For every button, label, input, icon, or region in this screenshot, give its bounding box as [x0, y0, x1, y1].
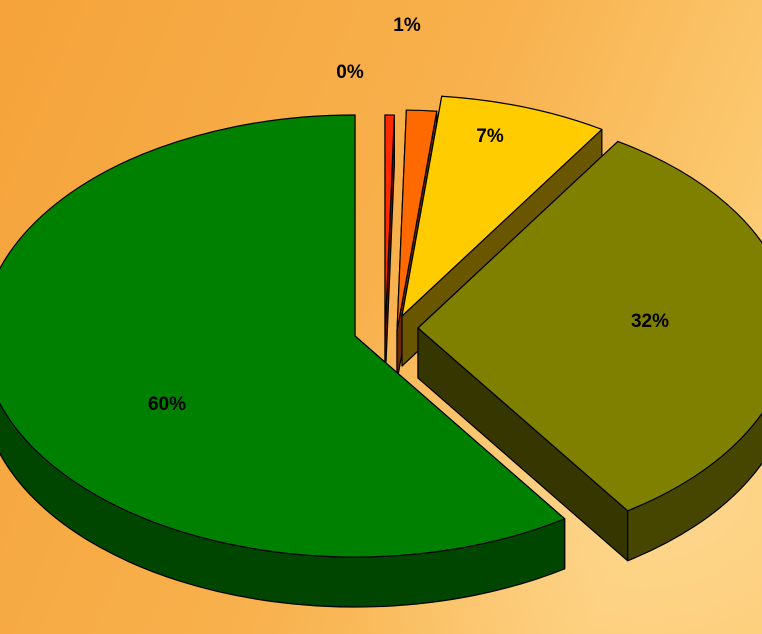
slice-top-4	[0, 114, 566, 558]
pie-labels: 0% 1% 7% 32% 60%	[148, 15, 669, 415]
slice-label-0: 0%	[336, 62, 364, 83]
slice-rim-3-0	[627, 412, 762, 562]
slice-label-4: 60%	[148, 394, 186, 415]
slice-top-3	[417, 140, 762, 512]
pie-tops	[0, 95, 762, 558]
slice-label-3: 32%	[631, 311, 669, 332]
slice-top-2	[401, 95, 603, 317]
slice-top-0	[384, 114, 395, 337]
slice-top-1	[396, 109, 438, 332]
slice-label-2: 7%	[476, 126, 504, 147]
slice-label-1: 1%	[393, 15, 421, 36]
